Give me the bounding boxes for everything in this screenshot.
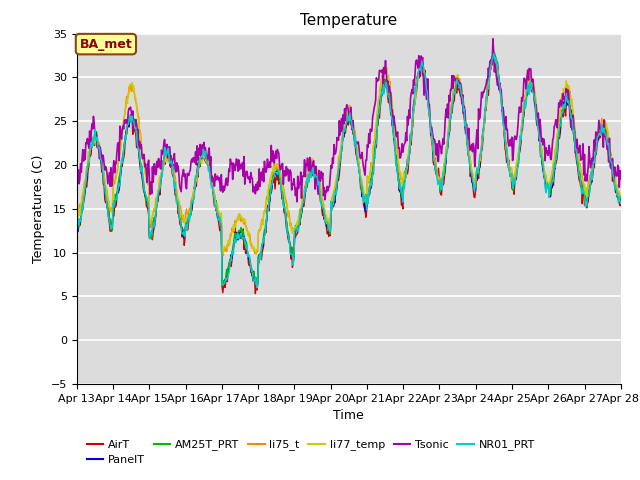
Line: NR01_PRT: NR01_PRT: [77, 53, 621, 288]
AM25T_PRT: [416, 64, 424, 70]
PanelT: [489, 52, 497, 58]
PanelT: [416, 66, 424, 72]
Line: PanelT: PanelT: [77, 55, 621, 284]
li77_temp: [490, 53, 497, 59]
AirT: [431, 159, 439, 165]
PanelT: [83, 178, 90, 183]
Tsonic: [223, 175, 230, 181]
NR01_PRT: [617, 200, 625, 206]
Tsonic: [139, 156, 147, 162]
NR01_PRT: [139, 176, 147, 182]
AM25T_PRT: [617, 196, 625, 202]
AM25T_PRT: [194, 166, 202, 172]
PanelT: [218, 281, 226, 287]
NR01_PRT: [253, 285, 260, 291]
Tsonic: [431, 143, 439, 148]
Line: AirT: AirT: [77, 55, 621, 294]
AirT: [223, 276, 230, 282]
X-axis label: Time: Time: [333, 409, 364, 422]
AM25T_PRT: [431, 167, 439, 172]
li75_t: [416, 68, 424, 74]
Y-axis label: Temperatures (C): Temperatures (C): [32, 155, 45, 263]
NR01_PRT: [73, 228, 81, 234]
Tsonic: [73, 179, 81, 184]
AirT: [73, 226, 81, 231]
AirT: [617, 202, 625, 207]
NR01_PRT: [194, 166, 202, 172]
Tsonic: [416, 57, 424, 62]
Line: li77_temp: li77_temp: [77, 56, 621, 254]
AM25T_PRT: [73, 222, 81, 228]
NR01_PRT: [83, 172, 90, 178]
li75_t: [73, 213, 81, 219]
NR01_PRT: [431, 165, 439, 171]
li75_t: [83, 168, 90, 173]
Tsonic: [83, 141, 90, 146]
li75_t: [431, 158, 439, 164]
AirT: [139, 178, 147, 184]
li75_t: [139, 154, 147, 160]
AM25T_PRT: [83, 165, 90, 170]
li77_temp: [194, 166, 202, 172]
PanelT: [223, 271, 231, 276]
NR01_PRT: [490, 50, 497, 56]
Tsonic: [489, 36, 497, 42]
li77_temp: [223, 243, 231, 249]
NR01_PRT: [416, 65, 424, 71]
PanelT: [194, 161, 202, 167]
AM25T_PRT: [491, 50, 499, 56]
li75_t: [490, 53, 497, 59]
Line: li75_t: li75_t: [77, 56, 621, 256]
AirT: [252, 291, 259, 297]
Line: AM25T_PRT: AM25T_PRT: [77, 53, 621, 285]
Tsonic: [194, 157, 202, 163]
PanelT: [431, 168, 439, 174]
AM25T_PRT: [223, 272, 231, 278]
AirT: [194, 174, 202, 180]
AirT: [416, 66, 424, 72]
Tsonic: [293, 199, 301, 204]
Text: BA_met: BA_met: [79, 37, 132, 50]
PanelT: [73, 224, 81, 230]
li75_t: [219, 253, 227, 259]
Tsonic: [617, 176, 625, 181]
li77_temp: [416, 67, 424, 72]
li75_t: [617, 193, 625, 199]
li77_temp: [83, 168, 90, 173]
li77_temp: [139, 152, 147, 158]
AirT: [83, 184, 90, 190]
li75_t: [223, 241, 231, 247]
li77_temp: [220, 251, 227, 257]
Legend: AirT, PanelT, AM25T_PRT, li75_t, li77_temp, Tsonic, NR01_PRT: AirT, PanelT, AM25T_PRT, li75_t, li77_te…: [83, 435, 540, 469]
Line: Tsonic: Tsonic: [77, 39, 621, 202]
Title: Temperature: Temperature: [300, 13, 397, 28]
PanelT: [139, 178, 147, 184]
PanelT: [617, 197, 625, 203]
li77_temp: [73, 216, 81, 222]
AM25T_PRT: [218, 282, 226, 288]
li75_t: [194, 167, 202, 172]
NR01_PRT: [223, 277, 230, 283]
AirT: [491, 52, 499, 58]
AM25T_PRT: [139, 171, 147, 177]
li77_temp: [431, 164, 439, 170]
li77_temp: [617, 193, 625, 199]
